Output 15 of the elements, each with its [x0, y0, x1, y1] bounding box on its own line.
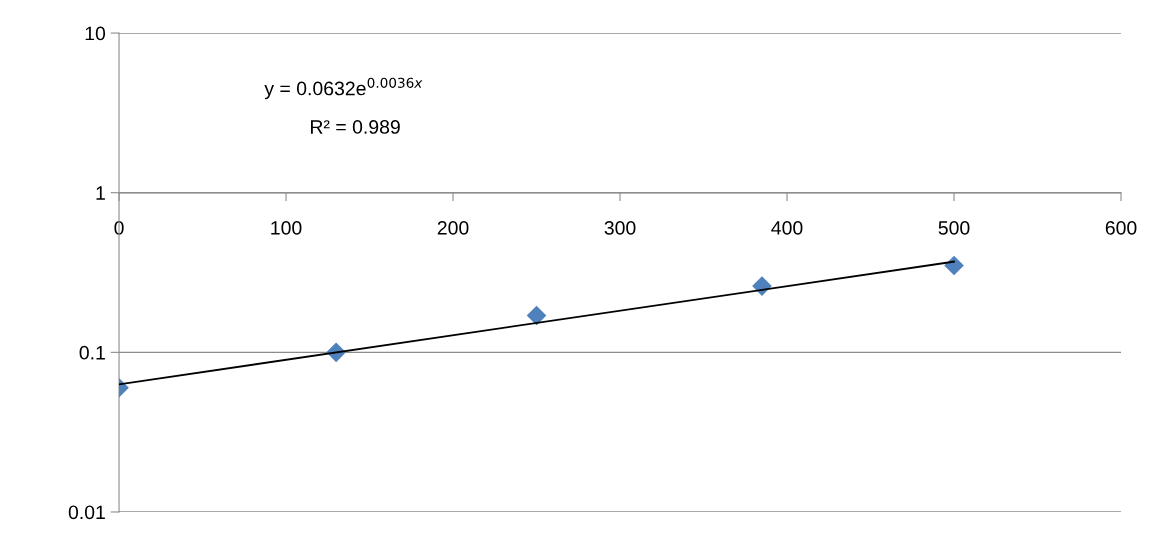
- x-tick-label: 300: [604, 220, 636, 235]
- annotation: y = 0.0632e$^{0.0036x}$: [264, 77, 423, 100]
- x-tick-label: 600: [1105, 220, 1137, 235]
- y-tick-label: 0.1: [79, 345, 105, 360]
- point: [526, 306, 547, 326]
- x-tick-label: 0: [114, 220, 124, 235]
- y-tick-label: 0.01: [68, 505, 105, 520]
- x-tick-label: 500: [938, 220, 970, 235]
- x-tick-label: 400: [771, 220, 803, 235]
- annotation: R² = 0.989: [311, 120, 400, 134]
- point: [944, 255, 964, 276]
- y-tick-label: 10: [85, 26, 106, 41]
- x-tick-label: 100: [271, 220, 302, 235]
- x-tick-label: 200: [437, 220, 469, 235]
- y-tick-label: 1: [96, 186, 105, 200]
